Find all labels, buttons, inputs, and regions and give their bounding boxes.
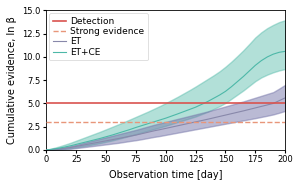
- Legend: Detection, Strong evidence, ET, ET+CE: Detection, Strong evidence, ET, ET+CE: [49, 13, 148, 60]
- X-axis label: Observation time [day]: Observation time [day]: [109, 170, 223, 180]
- Y-axis label: Cumulative evidence, ln β: Cumulative evidence, ln β: [7, 16, 17, 144]
